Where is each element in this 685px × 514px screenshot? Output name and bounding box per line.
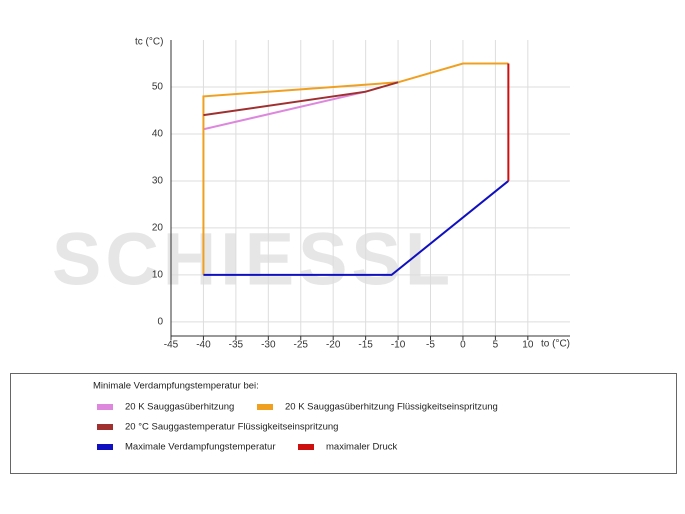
legend-label: maximaler Druck [326, 442, 398, 453]
legend-label: 20 °C Sauggastemperatur Flüssigkeitseins… [125, 422, 338, 433]
y-tick-label: 0 [157, 317, 163, 328]
y-tick-label: 40 [152, 129, 164, 140]
watermark: SCHIESSL [52, 218, 454, 301]
x-tick-label: -30 [261, 340, 276, 351]
x-tick-label: -10 [391, 340, 406, 351]
x-tick-label: 5 [493, 340, 499, 351]
x-tick-label: 0 [460, 340, 466, 351]
x-tick-label: -25 [294, 340, 309, 351]
legend-label: 20 K Sauggasüberhitzung [125, 402, 234, 413]
legend-box [10, 373, 677, 474]
x-tick-label: -35 [229, 340, 244, 351]
x-tick-label: -45 [164, 340, 179, 351]
legend-swatch [298, 444, 314, 450]
y-tick-label: 20 [152, 223, 164, 234]
legend-label: 20 K Sauggasüberhitzung Flüssigkeitseins… [285, 402, 498, 413]
legend-swatch [97, 444, 113, 450]
y-tick-label: 30 [152, 176, 164, 187]
legend-swatch [257, 404, 273, 410]
y-tick-label: 50 [152, 82, 164, 93]
x-tick-label: -20 [326, 340, 341, 351]
series-line [203, 90, 366, 131]
y-tick-label: 10 [152, 270, 164, 281]
series-line [203, 81, 399, 117]
series-line [203, 180, 509, 276]
legend-swatch [97, 424, 113, 430]
legend-title: Minimale Verdampfungstemperatur bei: [93, 381, 259, 392]
x-tick-label: -5 [426, 340, 435, 351]
y-axis-label: tc (°C) [135, 37, 163, 48]
x-tick-label: -15 [358, 340, 373, 351]
x-tick-label: 10 [522, 340, 534, 351]
legend-label: Maximale Verdampfungstemperatur [125, 442, 276, 453]
x-axis-label: to (°C) [541, 339, 570, 350]
legend-swatch [97, 404, 113, 410]
x-tick-label: -40 [196, 340, 211, 351]
